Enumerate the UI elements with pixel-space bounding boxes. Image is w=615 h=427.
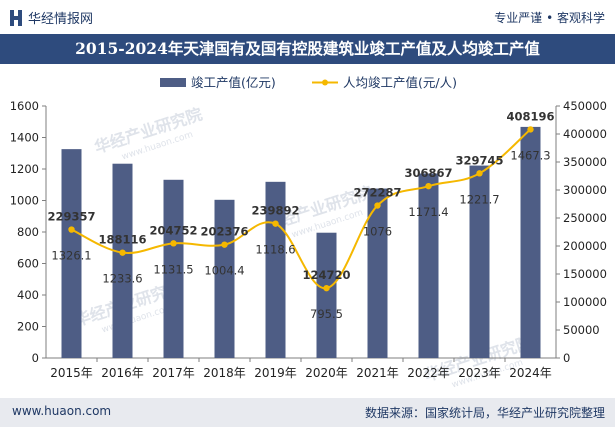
line-value-label: 202376 [200,225,248,239]
line-value-label: 229357 [47,210,95,224]
line-point [425,182,432,190]
legend-label-line: 人均竣工产值(元/人) [343,75,457,90]
bar-value-label: 1131.5 [153,262,193,276]
bar-value-label: 1171.4 [408,205,448,219]
bar [367,188,388,358]
y-left-tick-label: 200 [17,320,39,334]
line-point [374,202,381,209]
x-tick-label: 2016年 [101,366,144,380]
line-point [221,241,228,248]
legend-label-bar: 竣工产值(亿元) [191,75,276,90]
y-right-tick-label: 200000 [563,239,607,253]
chart-title: 2015-2024年天津国有及国有控股建筑业竣工产值及人均竣工产值 [0,34,615,64]
bar-value-label: 795.5 [310,307,343,321]
footer: www.huaon.com 数据来源：国家统计局，华经产业研究院整理 [0,398,615,427]
legend-swatch-bar [160,78,186,87]
line-value-label: 124720 [302,268,350,282]
x-tick-label: 2021年 [356,366,399,380]
y-right-tick-label: 0 [563,351,570,365]
chart: 华经产业研究院www.huaon.com华经产业研究院www.huaon.com… [10,75,607,390]
line-value-label: 306867 [404,166,452,180]
y-left-tick-label: 1000 [10,194,39,208]
y-left-tick-label: 1200 [10,162,39,176]
y-left-tick-label: 1600 [10,99,39,113]
bar-value-label: 1233.6 [102,272,142,286]
y-right-tick-label: 400000 [563,127,607,141]
y-left-tick-label: 800 [17,225,39,239]
line-point [170,240,177,247]
bar [520,126,541,358]
line-point [476,170,483,177]
bar-value-label: 1118.6 [255,243,295,257]
bar-value-label: 1076 [363,225,392,239]
bar [316,232,337,358]
tagline: 专业严谨 • 客观科学 [494,11,605,25]
y-right-tick-label: 50000 [563,323,600,337]
x-tick-label: 2017年 [152,366,195,380]
x-tick-label: 2015年 [50,366,93,380]
y-left-tick-label: 0 [32,351,39,365]
bar [469,165,490,358]
y-right-tick-label: 250000 [563,211,607,225]
y-right-tick-label: 150000 [563,267,607,281]
line-value-label: 329745 [455,153,503,167]
bar-value-label: 1326.1 [51,249,91,263]
bar [61,149,82,358]
y-right-tick-label: 300000 [563,183,607,197]
line-point [68,226,75,233]
x-tick-label: 2020年 [305,366,348,380]
y-right-tick-label: 100000 [563,295,607,309]
x-tick-label: 2023年 [458,366,501,380]
line-point [272,220,279,227]
top-bar: 华经情报网 专业严谨 • 客观科学 [0,0,615,34]
x-tick-label: 2024年 [509,366,552,380]
bar-value-label: 1467.3 [510,148,550,162]
y-right-tick-label: 450000 [563,99,607,113]
x-tick-label: 2022年 [407,366,450,380]
series-line [71,128,532,290]
line-point [323,284,330,292]
line-point [119,249,126,256]
bar [214,199,235,358]
y-right-tick-label: 350000 [563,155,607,169]
y-left-tick-label: 600 [17,257,39,271]
bar [418,173,439,358]
line-value-label: 239892 [251,204,299,218]
brand[interactable]: 华经情报网 [10,8,93,27]
y-left-tick-label: 400 [17,288,39,302]
line-value-label: 188116 [98,233,146,247]
brand-name: 华经情报网 [28,12,94,27]
footer-source: 数据来源：国家统计局，华经产业研究院整理 [364,406,605,420]
line-point [527,126,534,133]
footer-url[interactable]: www.huaon.com [12,404,112,418]
x-tick-label: 2019年 [254,366,297,380]
line-value-label: 272287 [353,186,401,200]
line-value-label: 204752 [149,223,197,237]
bar-value-label: 1004.4 [204,264,244,278]
bar [163,179,184,358]
bar [112,163,133,358]
y-left-tick-label: 1400 [10,131,39,145]
legend-swatch-line-marker [322,79,328,86]
bar-value-label: 1221.7 [459,192,499,206]
brand-logo-icon [10,9,22,26]
line-value-label: 408196 [506,109,554,123]
x-tick-label: 2018年 [203,366,246,380]
